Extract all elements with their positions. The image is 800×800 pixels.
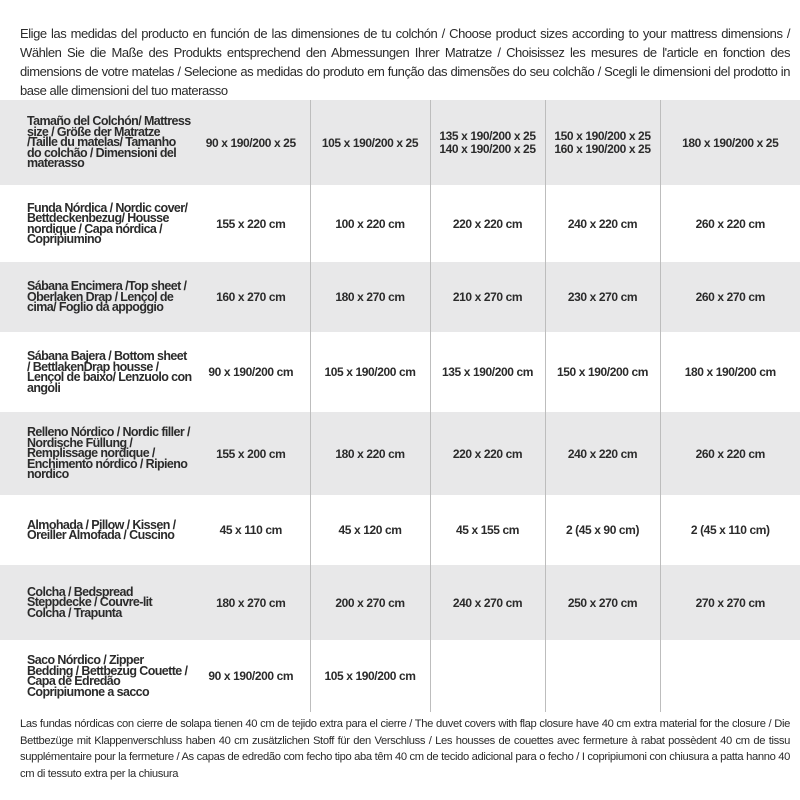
row-label: Sábana Bajera / Bottom sheet / Bettlaken… (27, 349, 192, 395)
size-cell: 250 x 270 cm (544, 565, 660, 640)
table-row: Sábana Bajera / Bottom sheet / Bettlaken… (0, 332, 800, 412)
size-cell: 260 x 270 cm (659, 262, 800, 332)
intro-text: Elige las medidas del producto en funció… (20, 26, 790, 98)
size-cell: 180 x 270 cm (309, 262, 430, 332)
size-cell: 180 x 270 cm (192, 565, 310, 640)
size-cell: 180 x 220 cm (309, 412, 430, 495)
size-cell: 150 x 190/200 x 25 160 x 190/200 x 25 (544, 100, 660, 185)
size-cell: 135 x 190/200 x 25 140 x 190/200 x 25 (429, 100, 545, 185)
size-cell: 155 x 220 cm (216, 216, 286, 231)
size-cell: 45 x 120 cm (309, 495, 430, 565)
size-cell: 240 x 220 cm (544, 185, 660, 262)
size-cell: 90 x 190/200 x 25 (192, 100, 310, 185)
size-cell: 90 x 190/200 cm (208, 365, 294, 379)
size-cell: 105 x 190/200 cm (309, 332, 430, 412)
table-row: Saco Nórdico / Zipper Bedding / Bettbezu… (0, 640, 800, 712)
size-cell: 180 x 190/200 x 25 (659, 100, 800, 185)
table-row: Almohada / Pillow / Kissen / Oreiller Al… (0, 495, 800, 565)
row-label: Funda Nórdica / Nordic cover/ Bettdecken… (27, 200, 188, 246)
table-row: Relleno Nórdico / Nordic filler / Nordis… (0, 412, 800, 495)
row-label: Tamaño del Colchón/ Mattress size / Größ… (0, 100, 192, 185)
footnote: Las fundas nórdicas con cierre de solapa… (20, 718, 790, 780)
size-cell: 105 x 190/200 cm (309, 640, 430, 712)
size-cell: 45 x 110 cm (219, 523, 283, 537)
size-cell: 155 x 200 cm (192, 412, 310, 495)
size-cell: 150 x 190/200 cm (544, 332, 660, 412)
size-cell: 220 x 220 cm (429, 412, 545, 495)
row-label: Saco Nórdico / Zipper Bedding / Bettbezu… (27, 653, 188, 699)
row-label: Relleno Nórdico / Nordic filler / Nordis… (0, 412, 192, 495)
size-cell: 135 x 190/200 cm (429, 332, 545, 412)
size-cell: 200 x 270 cm (309, 565, 430, 640)
size-cell: 180 x 190/200 cm (659, 332, 800, 412)
size-cell (429, 640, 545, 712)
size-cell: 2 (45 x 90 cm) (544, 495, 660, 565)
size-cell: 240 x 270 cm (429, 565, 545, 640)
size-cell: 100 x 220 cm (309, 185, 430, 262)
size-cell: 105 x 190/200 x 25 (309, 100, 430, 185)
size-cell: 45 x 155 cm (429, 495, 545, 565)
table-row: Colcha / Bedspread Steppdecke / Couvre-l… (0, 565, 800, 640)
row-label: Colcha / Bedspread Steppdecke / Couvre-l… (0, 565, 192, 640)
size-cell: 240 x 220 cm (544, 412, 660, 495)
size-cell (659, 640, 800, 712)
size-cell: 160 x 270 cm (192, 262, 310, 332)
size-cell: 270 x 270 cm (659, 565, 800, 640)
table-row: Funda Nórdica / Nordic cover/ Bettdecken… (0, 185, 800, 262)
size-cell: 260 x 220 cm (659, 185, 800, 262)
row-label: Sábana Encimera /Top sheet / Oberlaken D… (0, 262, 192, 332)
size-cell (544, 640, 660, 712)
size-cell: 230 x 270 cm (544, 262, 660, 332)
size-cell: 210 x 270 cm (429, 262, 545, 332)
size-cell: 90 x 190/200 cm (208, 669, 294, 683)
size-table: Tamaño del Colchón/ Mattress size / Größ… (0, 100, 800, 712)
row-label: Almohada / Pillow / Kissen / Oreiller Al… (27, 517, 176, 542)
table-row: Tamaño del Colchón/ Mattress size / Größ… (0, 100, 800, 185)
size-cell: 2 (45 x 110 cm) (659, 495, 800, 565)
size-cell: 220 x 220 cm (429, 185, 545, 262)
table-row: Sábana Encimera /Top sheet / Oberlaken D… (0, 262, 800, 332)
size-cell: 260 x 220 cm (659, 412, 800, 495)
